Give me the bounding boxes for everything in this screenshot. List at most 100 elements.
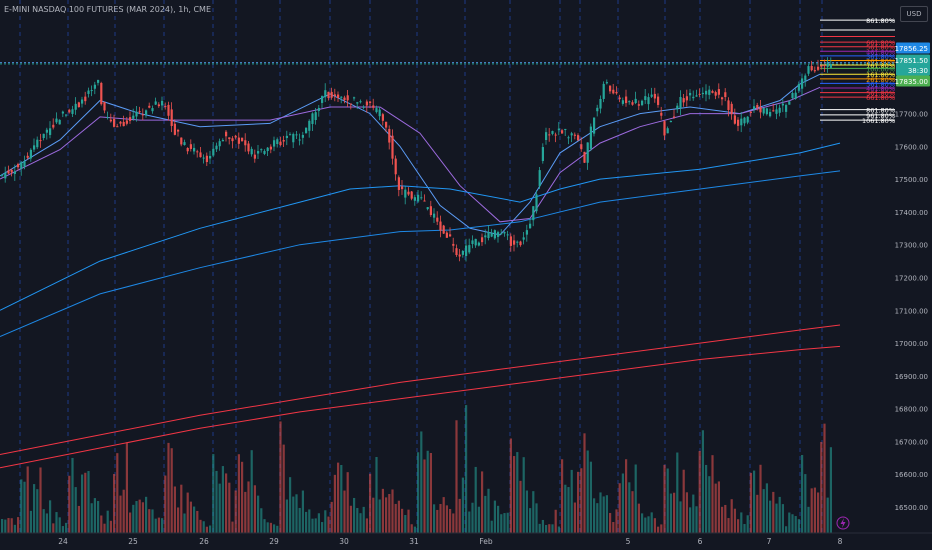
volume-bar xyxy=(375,456,378,533)
volume-bar xyxy=(484,495,487,533)
moving-average-lines xyxy=(0,73,841,469)
candle-body xyxy=(753,106,756,110)
candle-body xyxy=(394,158,397,175)
candle-body xyxy=(237,137,240,144)
time-axis-label: Feb xyxy=(479,537,493,546)
volume-bar xyxy=(625,459,628,533)
candle-body xyxy=(794,92,797,99)
volume-bar xyxy=(337,462,340,533)
volume-bar xyxy=(461,477,464,533)
volume-bar xyxy=(573,502,576,533)
candle-body xyxy=(689,92,692,96)
candle-body xyxy=(807,66,810,74)
volume-bar xyxy=(13,524,16,533)
moving-average-line xyxy=(0,324,841,455)
candle-body xyxy=(349,103,352,105)
volume-bar xyxy=(122,489,125,533)
volume-bar xyxy=(7,518,10,533)
price-axis-label: 17400.00 xyxy=(895,209,928,217)
volume-bar xyxy=(260,508,263,533)
candle-body xyxy=(442,225,445,234)
lightning-icon[interactable] xyxy=(836,516,850,530)
candle-body xyxy=(353,97,356,99)
volume-bar xyxy=(250,450,253,533)
candle-body xyxy=(612,89,615,94)
volume-bar xyxy=(55,512,58,533)
candle-body xyxy=(388,128,391,143)
candle-body xyxy=(717,89,720,95)
fibonacci-levels: 861.80%661.80%561.80%461.80%361.80%261.8… xyxy=(820,17,895,125)
candle-body xyxy=(775,109,778,114)
volume-bar xyxy=(468,511,471,533)
volume-bar xyxy=(68,475,71,533)
candle-body xyxy=(164,106,167,108)
volume-bar xyxy=(721,506,724,533)
volume-bar xyxy=(804,474,807,533)
candle-body xyxy=(500,233,503,235)
price-tag-bg xyxy=(896,54,930,66)
volume-bar xyxy=(157,517,160,533)
volume-bar xyxy=(791,514,794,533)
candle-body xyxy=(525,230,528,235)
volume-bar xyxy=(186,492,189,533)
candle-body xyxy=(234,135,237,138)
candle-body xyxy=(445,232,448,238)
candle-body xyxy=(557,128,560,131)
candle-body xyxy=(26,155,29,158)
lightning-icon-bolt xyxy=(840,518,846,528)
volume-bar xyxy=(65,522,68,533)
candle-body xyxy=(609,85,612,92)
candle-body xyxy=(692,96,695,99)
candle-body xyxy=(644,96,647,101)
volume-bar xyxy=(407,509,410,533)
volume-bar xyxy=(516,452,519,533)
volume-bar xyxy=(84,472,87,533)
candle-body xyxy=(199,152,202,158)
volume-bar xyxy=(717,481,720,533)
volume-bar xyxy=(557,526,560,533)
volume-bar xyxy=(605,495,608,533)
fib-level-label: 461.80% xyxy=(866,48,895,56)
volume-bar xyxy=(564,484,567,533)
volume-bar xyxy=(746,515,749,533)
candle-body xyxy=(321,96,324,103)
candle-body xyxy=(93,84,96,89)
candle-body xyxy=(375,108,378,113)
candle-body xyxy=(20,162,23,169)
candle-body xyxy=(413,197,416,201)
volume-bar xyxy=(202,521,205,533)
volume-bar xyxy=(209,525,212,533)
volume-bar xyxy=(381,488,384,533)
volume-bar xyxy=(711,455,714,533)
candle-body xyxy=(762,107,765,114)
volume-bar xyxy=(596,503,599,533)
volume-bar xyxy=(324,510,327,533)
candle-body xyxy=(39,140,42,142)
fib-level-label: 100.00% xyxy=(866,65,895,73)
candle-body xyxy=(759,107,762,113)
candle-body xyxy=(68,109,71,113)
time-axis-label: 5 xyxy=(626,537,631,546)
price-axis-label: 16700.00 xyxy=(895,438,928,446)
time-axis: 24 25 26 29 30 31 Feb 5 6 7 8 xyxy=(0,532,932,550)
candle-body xyxy=(410,191,413,199)
candle-body xyxy=(36,139,39,148)
candle-body xyxy=(641,100,644,106)
currency-button[interactable]: USD xyxy=(900,6,928,22)
volume-bar xyxy=(442,497,445,533)
candle-body xyxy=(826,62,829,67)
volume-bar xyxy=(730,499,733,533)
price-tag-label: 38:30 xyxy=(908,67,928,75)
volume-bar xyxy=(657,526,660,533)
candle-body xyxy=(666,128,669,134)
candle-body xyxy=(129,117,132,121)
candle-body xyxy=(103,101,106,111)
volume-bar xyxy=(173,486,176,533)
volume-bar xyxy=(349,505,352,533)
candle-body xyxy=(193,147,196,152)
moving-average-line xyxy=(0,170,841,337)
fib-level-label: 661.80% xyxy=(866,39,895,47)
candle-body xyxy=(701,92,704,95)
candle-body xyxy=(465,245,468,257)
